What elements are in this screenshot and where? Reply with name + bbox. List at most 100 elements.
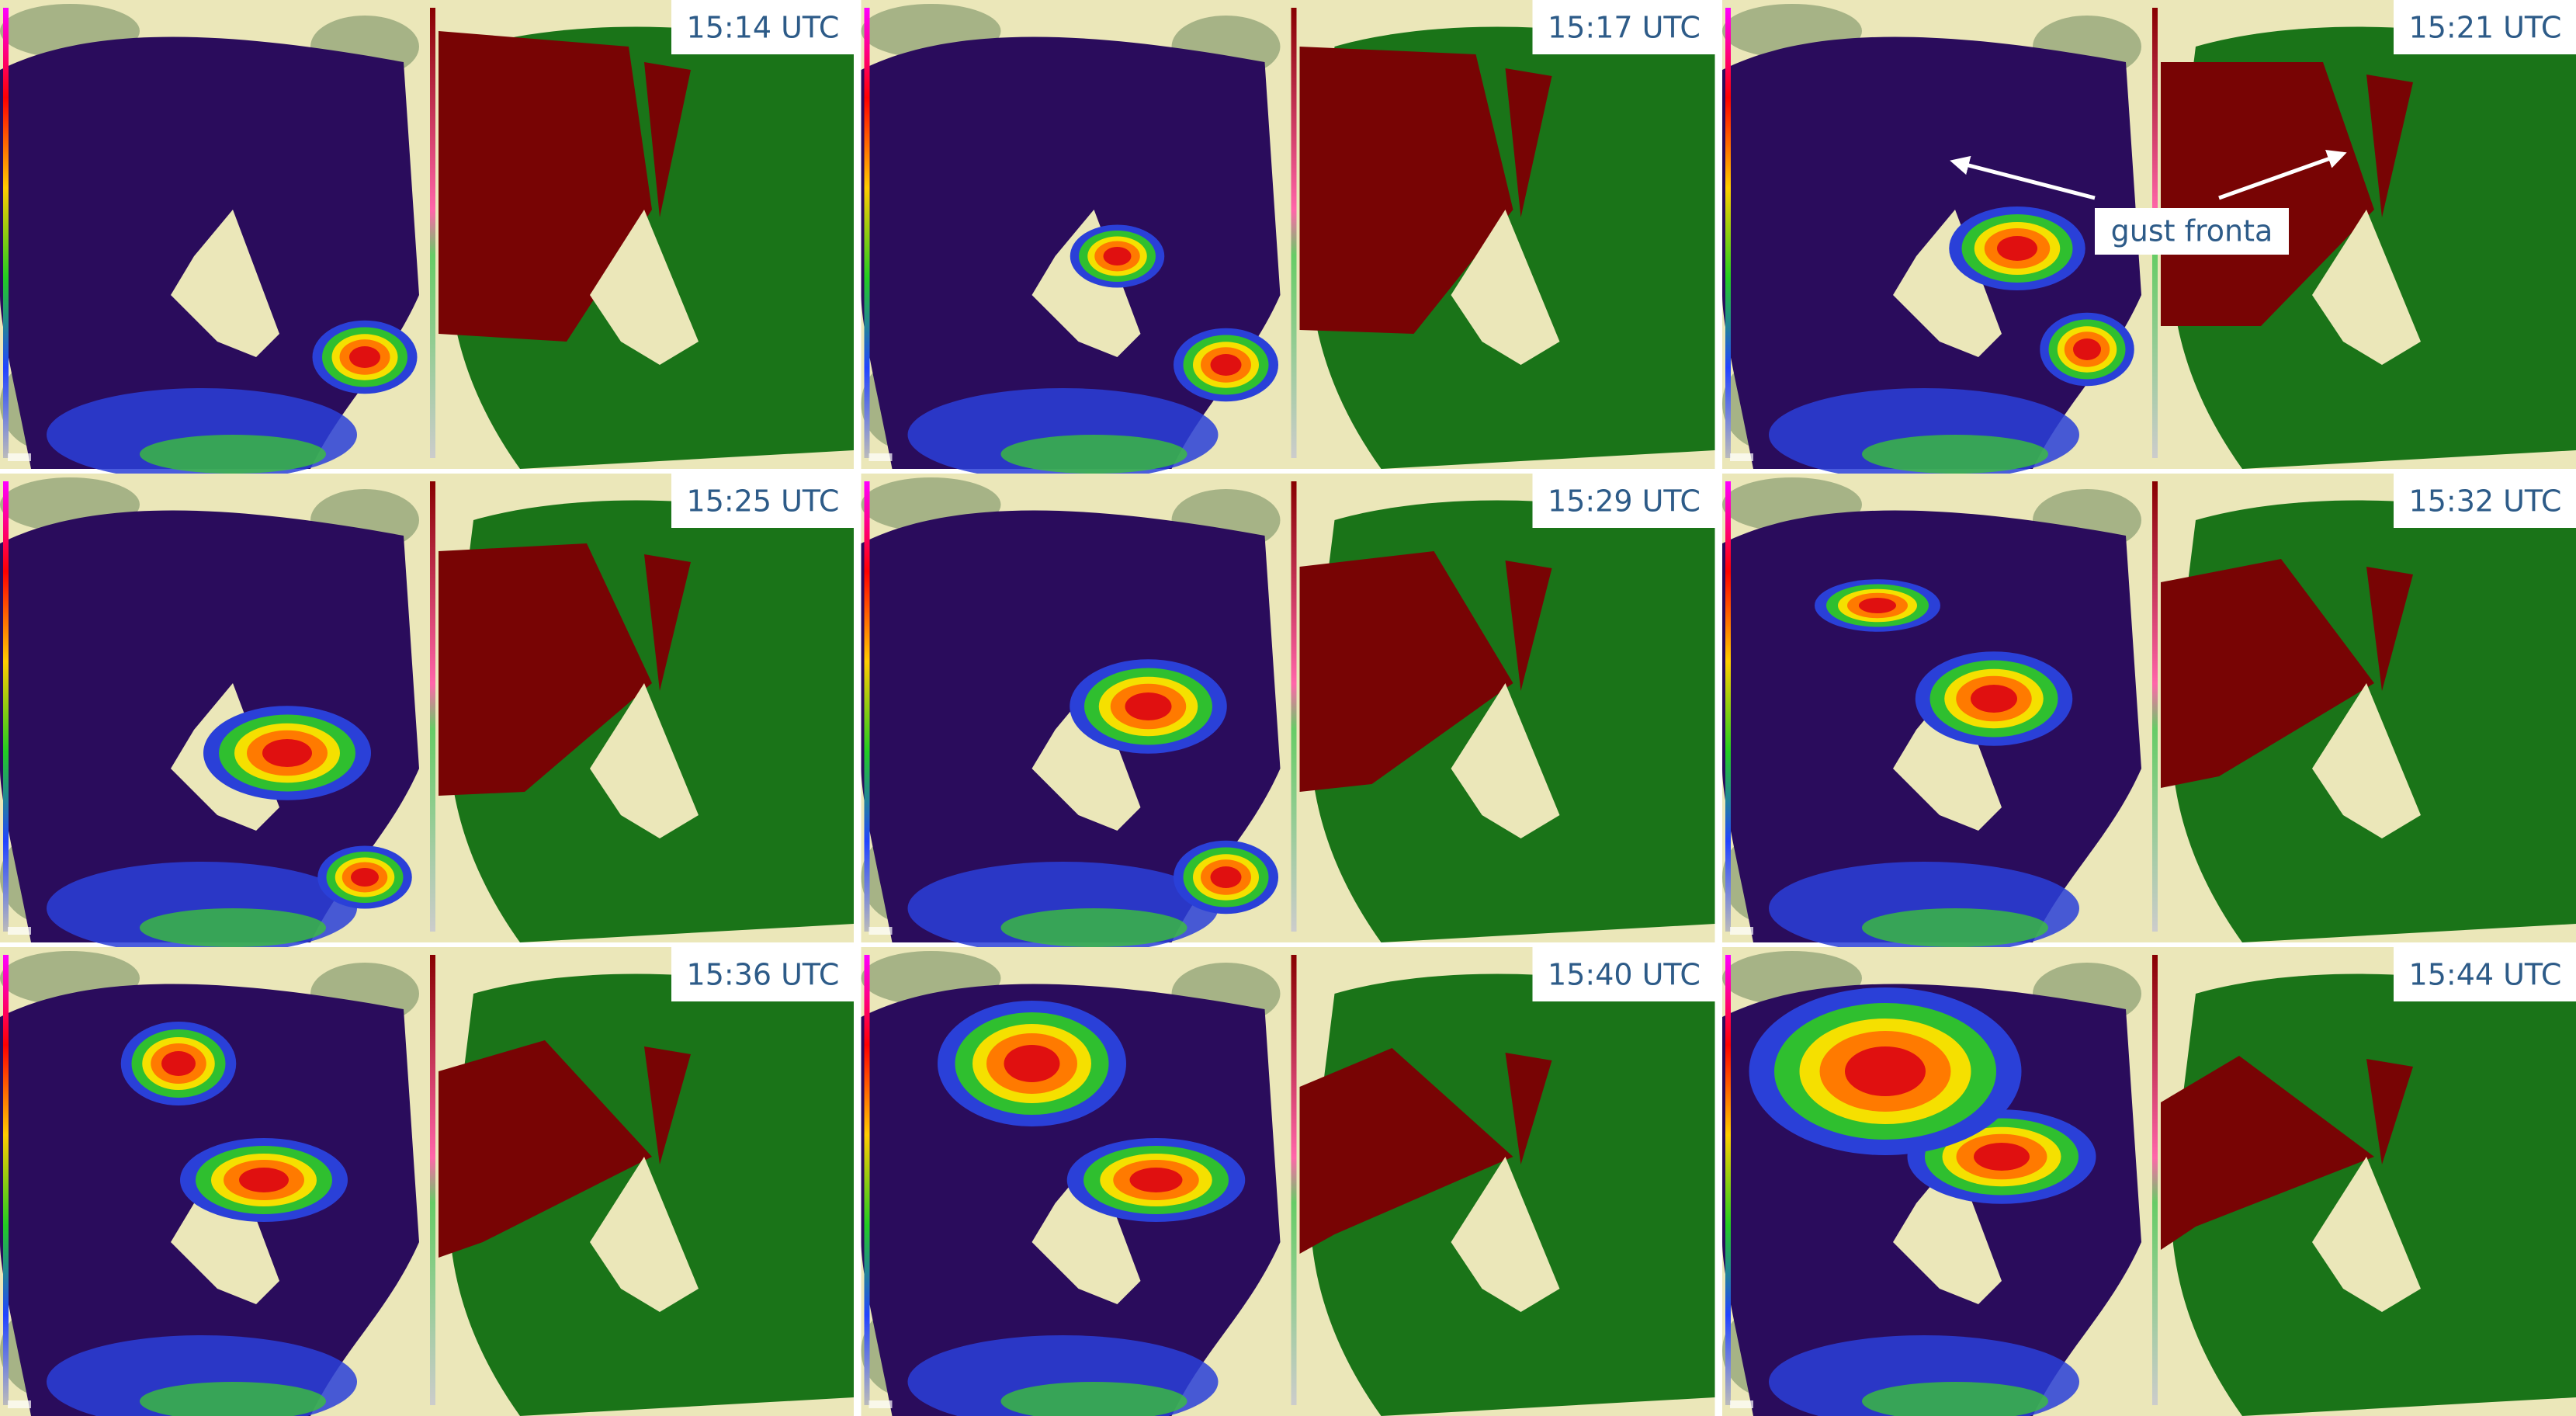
velocity-map: [2149, 947, 2576, 1416]
radar-panel: 15:32 UTC: [1722, 474, 2576, 955]
color-scale: [1291, 481, 1297, 932]
velocity-map: [427, 474, 854, 942]
storm-cell: [1129, 1168, 1183, 1192]
reflectivity-map: [1722, 474, 2149, 955]
storm-cell: [262, 739, 312, 767]
storm-cell: [1974, 1143, 2030, 1171]
light-rain: [1000, 435, 1187, 474]
reflectivity-map: [1722, 0, 2149, 481]
light-rain: [140, 908, 326, 947]
color-scale: [3, 481, 9, 932]
color-scale: [3, 8, 9, 458]
scale-bar: [8, 927, 31, 935]
velocity-toward: [439, 1040, 652, 1258]
time-label-box: [1532, 947, 1715, 1001]
annotation-arrow: [1950, 155, 2096, 200]
reflectivity-map: [861, 474, 1288, 955]
velocity-toward: [644, 554, 691, 691]
time-label-box: [671, 474, 854, 528]
radar-clutter: [590, 210, 699, 365]
radar-clutter: [1893, 210, 2002, 357]
time-label: 15:17 UTC: [1548, 11, 1701, 45]
radar-clutter: [2312, 1157, 2421, 1312]
radar-panel: 15:25 UTC: [0, 474, 854, 955]
storm-cell: [2073, 338, 2101, 360]
color-scale: [430, 481, 435, 932]
time-label: 15:21 UTC: [2409, 11, 2562, 45]
light-rain: [1862, 908, 2048, 947]
time-label: 15:36 UTC: [687, 958, 840, 992]
scale-bar: [1730, 1400, 1753, 1408]
scale-bar: [868, 927, 893, 935]
light-rain: [1000, 908, 1187, 947]
color-scale: [864, 955, 870, 1405]
velocity-map: [427, 947, 854, 1416]
storm-cell: [349, 346, 380, 368]
reflectivity-map: [1722, 947, 2149, 1416]
velocity-toward: [1299, 47, 1513, 334]
reflectivity-map: [0, 0, 427, 481]
storm-cell: [1210, 866, 1242, 888]
radar-clutter: [590, 1157, 699, 1312]
velocity-map: [2149, 0, 2576, 470]
color-scale: [864, 8, 870, 458]
velocity-toward: [439, 543, 652, 796]
radar-panel: 15:40 UTC: [861, 947, 1715, 1416]
reflectivity-map: [0, 474, 427, 955]
radar-clutter: [1031, 210, 1141, 357]
reflectivity-map: [861, 0, 1288, 481]
time-label-box: [671, 0, 854, 54]
time-label-box: [2394, 947, 2576, 1001]
time-label: 15:32 UTC: [2409, 484, 2562, 519]
velocity-toward: [644, 62, 691, 217]
light-rain: [1862, 435, 2048, 474]
radar-panel: 15:21 UTC: [1722, 0, 2576, 481]
time-label-box: [2394, 474, 2576, 528]
radar-clutter: [590, 683, 699, 838]
color-scale: [430, 8, 435, 458]
velocity-toward: [1299, 1048, 1513, 1254]
radar-clutter: [171, 1157, 279, 1304]
radar-panel: 15:29 UTC: [861, 474, 1715, 955]
radar-panel: 15:36 UTC: [0, 947, 854, 1416]
storm-cell: [1125, 692, 1172, 720]
storm-cell: [1997, 236, 2037, 261]
radar-clutter: [1893, 683, 2002, 831]
velocity-toward: [644, 1046, 691, 1164]
radar-clutter: [1893, 1157, 2002, 1304]
storm-cell: [1971, 685, 2017, 713]
annotation-box: [2095, 208, 2289, 255]
color-scale: [1725, 955, 1731, 1405]
velocity-map: [1288, 0, 1715, 470]
scale-bar: [1730, 453, 1753, 461]
storm-cell: [1103, 247, 1132, 266]
scale-bar: [1730, 927, 1753, 935]
light-rain: [140, 435, 326, 474]
radar-clutter: [2312, 683, 2421, 838]
velocity-toward: [2366, 75, 2413, 217]
velocity-toward: [1299, 551, 1513, 792]
radar-clutter: [1451, 683, 1560, 838]
color-scale: [1725, 481, 1731, 932]
color-scale: [2152, 955, 2158, 1405]
color-scale: [1291, 8, 1297, 458]
velocity-map: [2149, 474, 2576, 942]
radar-panel: 15:17 UTC: [861, 0, 1715, 481]
reflectivity-map: [0, 947, 427, 1416]
light-rain: [1862, 1382, 2048, 1416]
time-label-box: [2394, 0, 2576, 54]
scale-bar: [868, 1400, 893, 1408]
storm-cell: [1845, 1046, 1926, 1096]
annotation-label: gust fronta: [2111, 214, 2273, 248]
storm-cell: [239, 1168, 289, 1192]
time-label-box: [671, 947, 854, 1001]
color-scale: [2152, 481, 2158, 932]
velocity-toward: [2161, 62, 2374, 326]
radar-clutter: [1031, 1157, 1141, 1304]
storm-cell: [1210, 354, 1242, 376]
radar-clutter: [2312, 210, 2421, 365]
radar-clutter: [1031, 683, 1141, 831]
radar-panel: 15:14 UTC: [0, 0, 854, 481]
velocity-toward: [2161, 1056, 2374, 1250]
